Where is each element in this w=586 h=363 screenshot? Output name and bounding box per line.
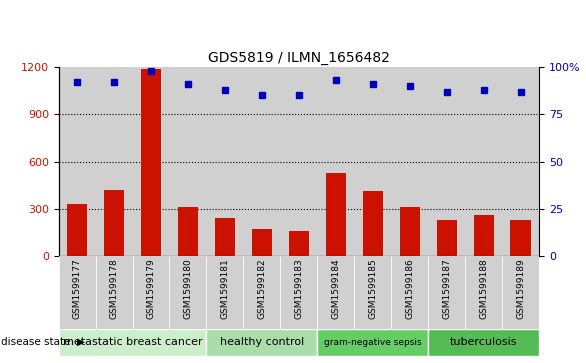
Text: GSM1599189: GSM1599189 [516,258,525,319]
Bar [428,67,465,256]
Text: GSM1599186: GSM1599186 [406,258,414,319]
Bar [473,215,494,256]
Text: GSM1599185: GSM1599185 [368,258,377,319]
Bar [243,67,280,256]
Bar [289,231,309,256]
Bar [437,220,457,256]
Bar [96,67,132,256]
Bar [214,218,235,256]
Bar [206,256,243,329]
Text: healthy control: healthy control [220,337,304,347]
Bar [252,229,272,256]
Bar [243,256,280,329]
Text: GSM1599183: GSM1599183 [294,258,304,319]
Bar [141,69,161,256]
Bar [132,67,169,256]
Bar [132,256,169,329]
Bar [502,67,539,256]
Bar [502,256,539,329]
Bar [59,256,96,329]
Bar [318,256,355,329]
Bar [59,67,96,256]
Text: GSM1599179: GSM1599179 [146,258,155,319]
Bar [510,220,531,256]
Text: GSM1599188: GSM1599188 [479,258,488,319]
Bar [363,191,383,256]
Bar [318,329,428,356]
Text: gram-negative sepsis: gram-negative sepsis [324,338,421,347]
Text: GSM1599178: GSM1599178 [110,258,118,319]
Text: metastatic breast cancer: metastatic breast cancer [63,337,202,347]
Text: disease state  ▶: disease state ▶ [1,337,85,347]
Text: GSM1599177: GSM1599177 [73,258,81,319]
Bar [428,329,539,356]
Bar [355,67,391,256]
Bar [67,204,87,256]
Text: tuberculosis: tuberculosis [450,337,517,347]
Bar [178,207,198,256]
Bar [400,207,420,256]
Bar [96,256,132,329]
Bar [59,329,206,356]
Bar [326,172,346,256]
Bar [465,256,502,329]
Bar [104,190,124,256]
Bar [391,67,428,256]
Text: GSM1599181: GSM1599181 [220,258,230,319]
Bar [391,256,428,329]
Bar [169,67,206,256]
Text: GSM1599184: GSM1599184 [331,258,340,319]
Bar [280,67,318,256]
Bar [428,256,465,329]
Text: GSM1599187: GSM1599187 [442,258,451,319]
Text: GSM1599180: GSM1599180 [183,258,192,319]
Title: GDS5819 / ILMN_1656482: GDS5819 / ILMN_1656482 [208,51,390,65]
Bar [206,67,243,256]
Bar [206,329,318,356]
Bar [355,256,391,329]
Bar [465,67,502,256]
Text: GSM1599182: GSM1599182 [257,258,267,319]
Bar [280,256,318,329]
Bar [169,256,206,329]
Bar [318,67,355,256]
